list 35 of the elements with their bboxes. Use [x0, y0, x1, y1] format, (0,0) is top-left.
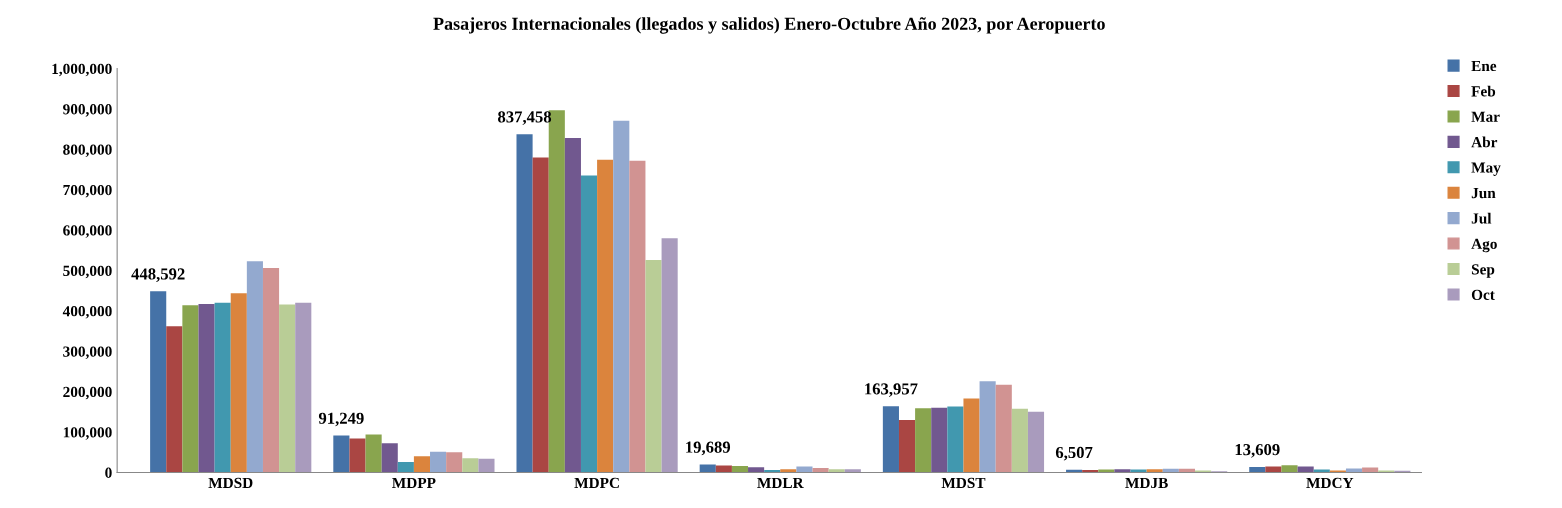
legend-label: Mar: [1471, 111, 1500, 122]
legend-label: Oct: [1471, 289, 1495, 300]
x-tick-label: MDSD: [208, 477, 253, 489]
legend-label: Abr: [1471, 136, 1498, 148]
chart-title: Pasajeros Internacionales (llegados y salidos) Enero-Octubre Año 2023, por Aeropuerto: [433, 17, 1105, 34]
y-tick-label: 300,000: [63, 346, 112, 359]
legend-label: Jul: [1471, 212, 1492, 224]
data-label: 448,592: [131, 268, 185, 282]
y-tick-label: 200,000: [63, 386, 112, 400]
x-tick-label: MDJB: [1125, 477, 1168, 489]
y-tick-label: 100,000: [63, 427, 112, 440]
y-tick-label: 600,000: [63, 225, 112, 238]
data-label: 163,957: [865, 383, 918, 397]
data-label: 6,507: [1055, 446, 1093, 461]
x-tick-label: MDPC: [574, 477, 619, 489]
y-tick-label: 400,000: [62, 306, 112, 319]
x-tick-label: MDPP: [392, 477, 436, 488]
legend-label: Feb: [1471, 85, 1496, 97]
legend-label: Sep: [1471, 264, 1495, 278]
y-tick-label: 1,000,000: [52, 63, 112, 77]
legend-label: Ago: [1471, 238, 1497, 253]
data-label: 13,609: [1235, 443, 1280, 458]
y-tick-label: 900,000: [63, 104, 112, 117]
y-tick-label: 0: [105, 467, 112, 478]
legend-label: Ene: [1471, 60, 1497, 72]
legend-label: May: [1471, 162, 1501, 176]
y-tick-label: 700,000: [63, 184, 112, 198]
legend-label: Jun: [1471, 188, 1496, 199]
y-tick-label: 500,000: [63, 265, 112, 279]
data-label: 19,689: [686, 441, 731, 456]
x-tick-label: MDLR: [757, 477, 804, 488]
x-tick-label: MDCY: [1306, 477, 1354, 489]
data-label: 91,249: [318, 412, 364, 427]
x-tick-label: MDST: [941, 477, 986, 489]
y-tick-label: 800,000: [63, 144, 112, 158]
